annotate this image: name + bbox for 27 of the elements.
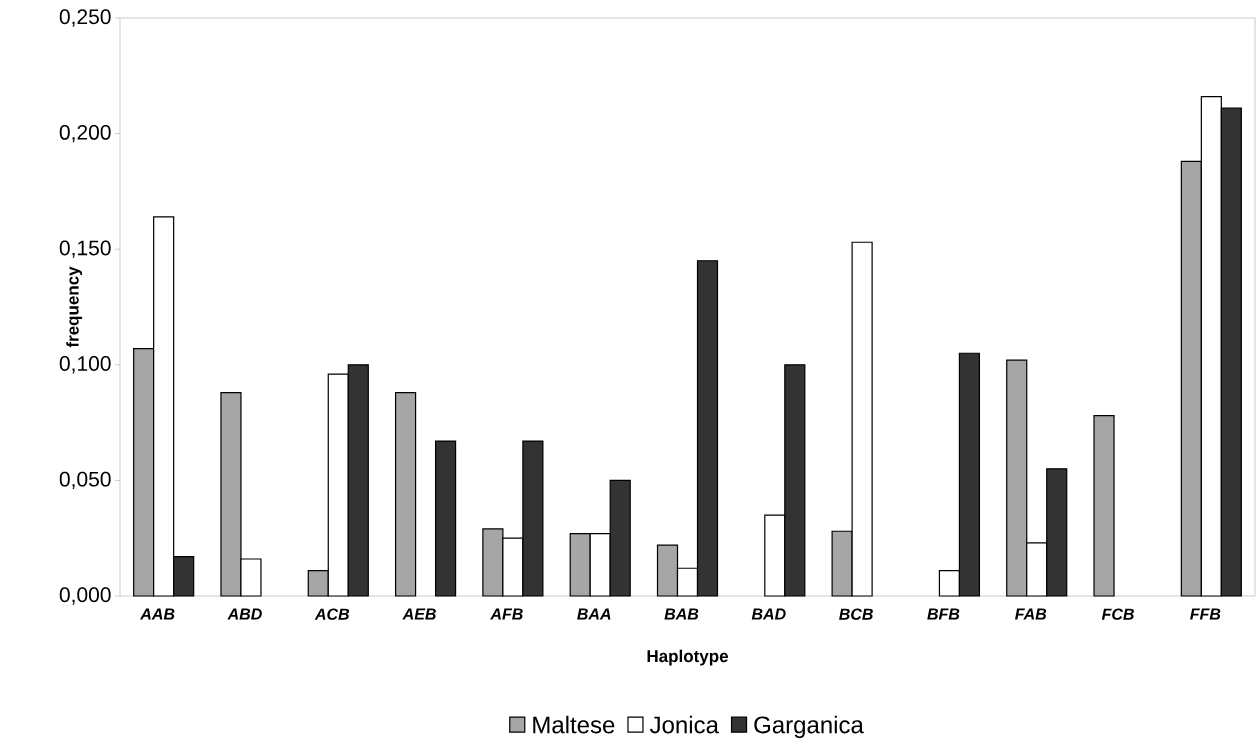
x-tick-label: FFB — [1190, 608, 1221, 620]
y-tick-label: 0,250 — [59, 9, 111, 27]
x-tick-label: BAD — [751, 608, 786, 620]
legend-label: Maltese — [533, 715, 615, 734]
x-tick-label: AEB — [402, 608, 436, 620]
x-tick-label: ACB — [314, 608, 350, 621]
legend-label: Garganica — [754, 715, 864, 739]
y-axis-title: frequency — [66, 266, 83, 348]
y-tick-label: 0,100 — [59, 356, 111, 374]
y-tick-label: 0,000 — [59, 587, 111, 605]
x-tick-label: BCB — [839, 608, 873, 621]
x-tick-label: BAA — [577, 608, 611, 620]
bar — [434, 440, 457, 597]
x-tick-label: FCB — [1101, 608, 1134, 621]
y-tick-label: 0,150 — [59, 240, 111, 259]
bar — [1093, 415, 1115, 597]
x-tick-label: AAB — [140, 608, 175, 620]
bar — [394, 392, 417, 597]
x-tick-label: ABD — [227, 608, 262, 620]
x-tick-label: FAB — [1015, 608, 1047, 620]
x-axis-title: Haplotype — [647, 649, 729, 666]
legend-label: Jonica — [649, 715, 719, 734]
y-tick-label: 0,050 — [59, 471, 111, 490]
x-tick-label: BAB — [664, 608, 699, 620]
x-tick-label: BFB — [927, 608, 960, 620]
y-tick-label: 0,200 — [59, 125, 111, 143]
x-tick-label: AFB — [490, 608, 523, 620]
